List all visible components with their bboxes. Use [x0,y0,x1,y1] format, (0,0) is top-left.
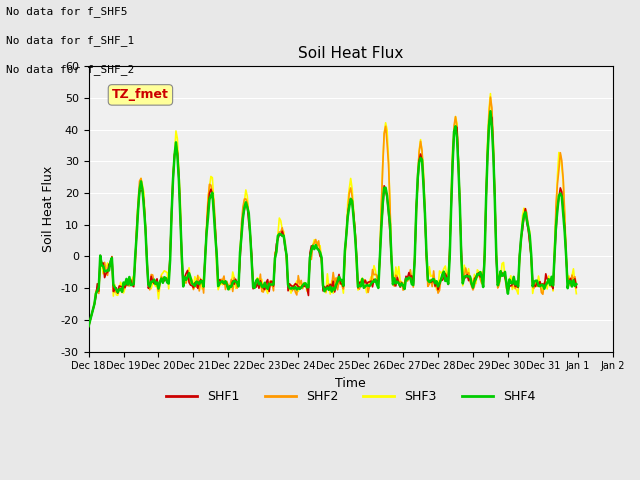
SHF3 [573,291,580,297]
SHF2 [84,324,92,329]
SHF3 [491,196,499,202]
SHF1 [486,112,494,118]
SHF4 [486,108,494,114]
SHF1 [484,153,492,159]
SHF2 [230,275,238,281]
Y-axis label: Soil Heat Flux: Soil Heat Flux [42,166,55,252]
SHF1 [358,279,366,285]
SHF2 [573,283,580,288]
SHF1 [84,324,92,329]
SHF2 [491,195,499,201]
Line: SHF2: SHF2 [88,97,577,326]
SHF3 [358,275,366,281]
SHF2 [486,94,494,100]
SHF3 [486,91,494,96]
SHF1 [193,279,200,285]
SHF4 [491,197,499,203]
Text: TZ_fmet: TZ_fmet [112,88,169,101]
SHF1 [491,193,499,199]
SHF1 [91,301,99,307]
Text: No data for f_SHF_1: No data for f_SHF_1 [6,35,134,46]
SHF3 [484,138,492,144]
SHF1 [573,285,580,290]
Line: SHF4: SHF4 [88,111,577,326]
SHF4 [193,279,200,285]
SHF1 [230,281,238,287]
Text: No data for f_SHF5: No data for f_SHF5 [6,6,128,17]
SHF4 [573,281,580,287]
Line: SHF3: SHF3 [88,94,577,326]
SHF3 [91,301,99,307]
SHF4 [84,324,92,329]
SHF4 [358,276,366,282]
SHF3 [230,275,238,280]
SHF2 [358,277,366,283]
Title: Soil Heat Flux: Soil Heat Flux [298,46,403,61]
SHF2 [193,284,200,290]
SHF4 [91,301,99,307]
SHF4 [484,153,492,159]
SHF3 [84,324,92,329]
SHF2 [484,146,492,152]
Legend: SHF1, SHF2, SHF3, SHF4: SHF1, SHF2, SHF3, SHF4 [161,385,540,408]
SHF2 [91,301,99,307]
SHF3 [193,277,200,283]
Text: No data for f_SHF_2: No data for f_SHF_2 [6,64,134,75]
SHF4 [230,278,238,284]
Line: SHF1: SHF1 [88,115,577,326]
X-axis label: Time: Time [335,377,366,390]
